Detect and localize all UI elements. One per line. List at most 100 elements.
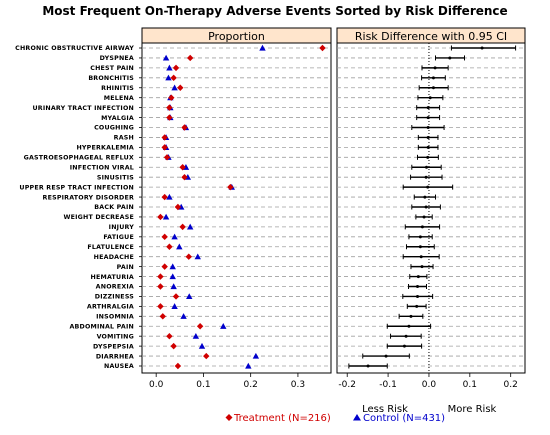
control-point <box>166 64 173 71</box>
treatment-point <box>161 233 168 241</box>
category-label-respiratory-disorder: RESPIRATORY DISORDER <box>43 194 134 201</box>
treatment-point <box>161 134 168 141</box>
category-label-upper-resp-tract-infection: UPPER RESP TRACT INFECTION <box>19 184 134 191</box>
category-label-dizziness: DIZZINESS <box>95 294 134 301</box>
treatment-point <box>157 283 164 290</box>
risk-difference-point <box>422 215 426 219</box>
control-point <box>176 243 183 250</box>
risk-difference-x-axis: -0.2 -0.1 0.0 0.1 0.2 <box>338 373 518 390</box>
category-label-hyperkalemia: HYPERKALEMIA <box>76 145 134 152</box>
control-point <box>252 352 260 359</box>
risk-difference-point <box>404 334 408 338</box>
risk-difference-point <box>426 135 430 139</box>
treatment-point <box>179 223 186 231</box>
risk-difference-point <box>416 294 420 298</box>
risk-difference-point <box>425 165 429 169</box>
category-label-back-pain: BACK PAIN <box>94 204 134 211</box>
treatment-point <box>174 362 182 370</box>
risk-difference-point <box>416 285 420 288</box>
risk-difference-point <box>431 76 435 80</box>
treatment-point <box>163 154 171 161</box>
category-label-chronic-obstructive-airway: CHRONIC OBSTRUCTIVE AIRWAY <box>15 45 134 52</box>
category-label-bronchitis: BRONCHITIS <box>88 75 134 82</box>
risk-difference-point <box>480 46 484 50</box>
legend-control-marker <box>353 414 361 421</box>
category-label-insomnia: INSOMNIA <box>96 314 134 321</box>
risk-difference-point <box>423 195 427 199</box>
proportion-tick-label: 0.1 <box>196 380 210 390</box>
control-point <box>162 54 170 61</box>
risk-difference-point <box>418 235 422 239</box>
control-point <box>169 273 176 280</box>
treatment-point <box>186 54 194 62</box>
treatment-point <box>157 213 164 221</box>
risk-difference-tick-label: 0.1 <box>463 380 477 390</box>
control-point <box>245 362 252 369</box>
category-label-injury: INJURY <box>109 224 135 231</box>
treatment-point <box>185 253 192 260</box>
risk-difference-point <box>366 364 370 368</box>
category-label-pain: PAIN <box>117 264 134 271</box>
risk-difference-point <box>426 106 430 110</box>
risk-difference-point <box>419 255 423 259</box>
control-point <box>171 84 178 91</box>
treatment-point <box>181 124 188 131</box>
control-point <box>180 313 187 319</box>
risk-difference-tick-label: -0.1 <box>379 380 397 390</box>
category-label-anorexia: ANOREXIA <box>96 284 134 291</box>
category-label-dyspepsia: DYSPEPSIA <box>93 343 134 350</box>
category-label-dyspnea: DYSPNEA <box>100 55 134 62</box>
risk-difference-point <box>428 96 432 100</box>
category-labels: CHRONIC OBSTRUCTIVE AIRWAY DYSPNEA CHEST P… <box>15 45 142 370</box>
control-point <box>194 253 201 260</box>
treatment-point <box>181 173 188 181</box>
category-label-flatulence: FLATULENCE <box>87 244 134 251</box>
control-point <box>165 74 172 81</box>
category-label-hematuria: HEMATURIA <box>91 274 135 281</box>
control-point <box>259 44 266 51</box>
proportion-tick-label: 0.2 <box>244 380 258 390</box>
treatment-point <box>166 243 173 250</box>
category-label-infection-viral: INFECTION VIRAL <box>70 164 134 171</box>
category-label-melena: MELENA <box>104 95 134 102</box>
category-label-coughing: COUGHING <box>94 125 134 132</box>
risk-difference-point <box>426 145 430 149</box>
risk-difference-point <box>409 314 413 318</box>
category-label-headache: HEADACHE <box>94 254 134 261</box>
control-point <box>169 263 176 270</box>
category-label-sinusitis: SINUSITIS <box>97 174 134 181</box>
treatment-point <box>166 332 173 340</box>
control-point <box>171 303 178 309</box>
category-label-rhinitis: RHINITIS <box>101 85 134 92</box>
less-risk-note: Less Risk <box>362 404 408 415</box>
more-risk-note: More Risk <box>448 404 497 415</box>
treatment-point <box>172 64 180 72</box>
risk-difference-point <box>426 116 430 120</box>
treatment-point <box>161 193 168 201</box>
proportion-marks <box>157 44 326 370</box>
risk-difference-point <box>426 185 430 189</box>
treatment-point <box>161 144 168 151</box>
control-point <box>170 283 177 290</box>
control-point <box>186 223 194 230</box>
category-label-diarrhea: DIARRHEA <box>96 353 134 360</box>
treatment-point <box>166 104 173 111</box>
treatment-point <box>172 293 180 300</box>
control-point <box>198 342 206 349</box>
treatment-point <box>166 114 173 121</box>
risk-difference-point <box>420 265 424 269</box>
risk-difference-marks <box>348 45 517 369</box>
risk-difference-panel: Risk Difference with 0.95 CI -0.2 -0.1 0.0… <box>336 27 526 390</box>
category-label-nausea: NAUSEA <box>104 363 134 370</box>
control-point <box>171 233 178 240</box>
treatment-point <box>157 273 164 280</box>
proportion-tick-label: 0.3 <box>291 380 305 390</box>
risk-difference-point <box>433 66 437 70</box>
risk-difference-point <box>420 225 424 229</box>
risk-difference-point <box>402 344 406 348</box>
risk-difference-point <box>424 205 428 209</box>
proportion-tick-label: 0.0 <box>149 380 164 390</box>
proportion-x-axis: 0.0 0.1 0.2 0.3 <box>149 373 305 390</box>
control-point <box>162 213 170 220</box>
